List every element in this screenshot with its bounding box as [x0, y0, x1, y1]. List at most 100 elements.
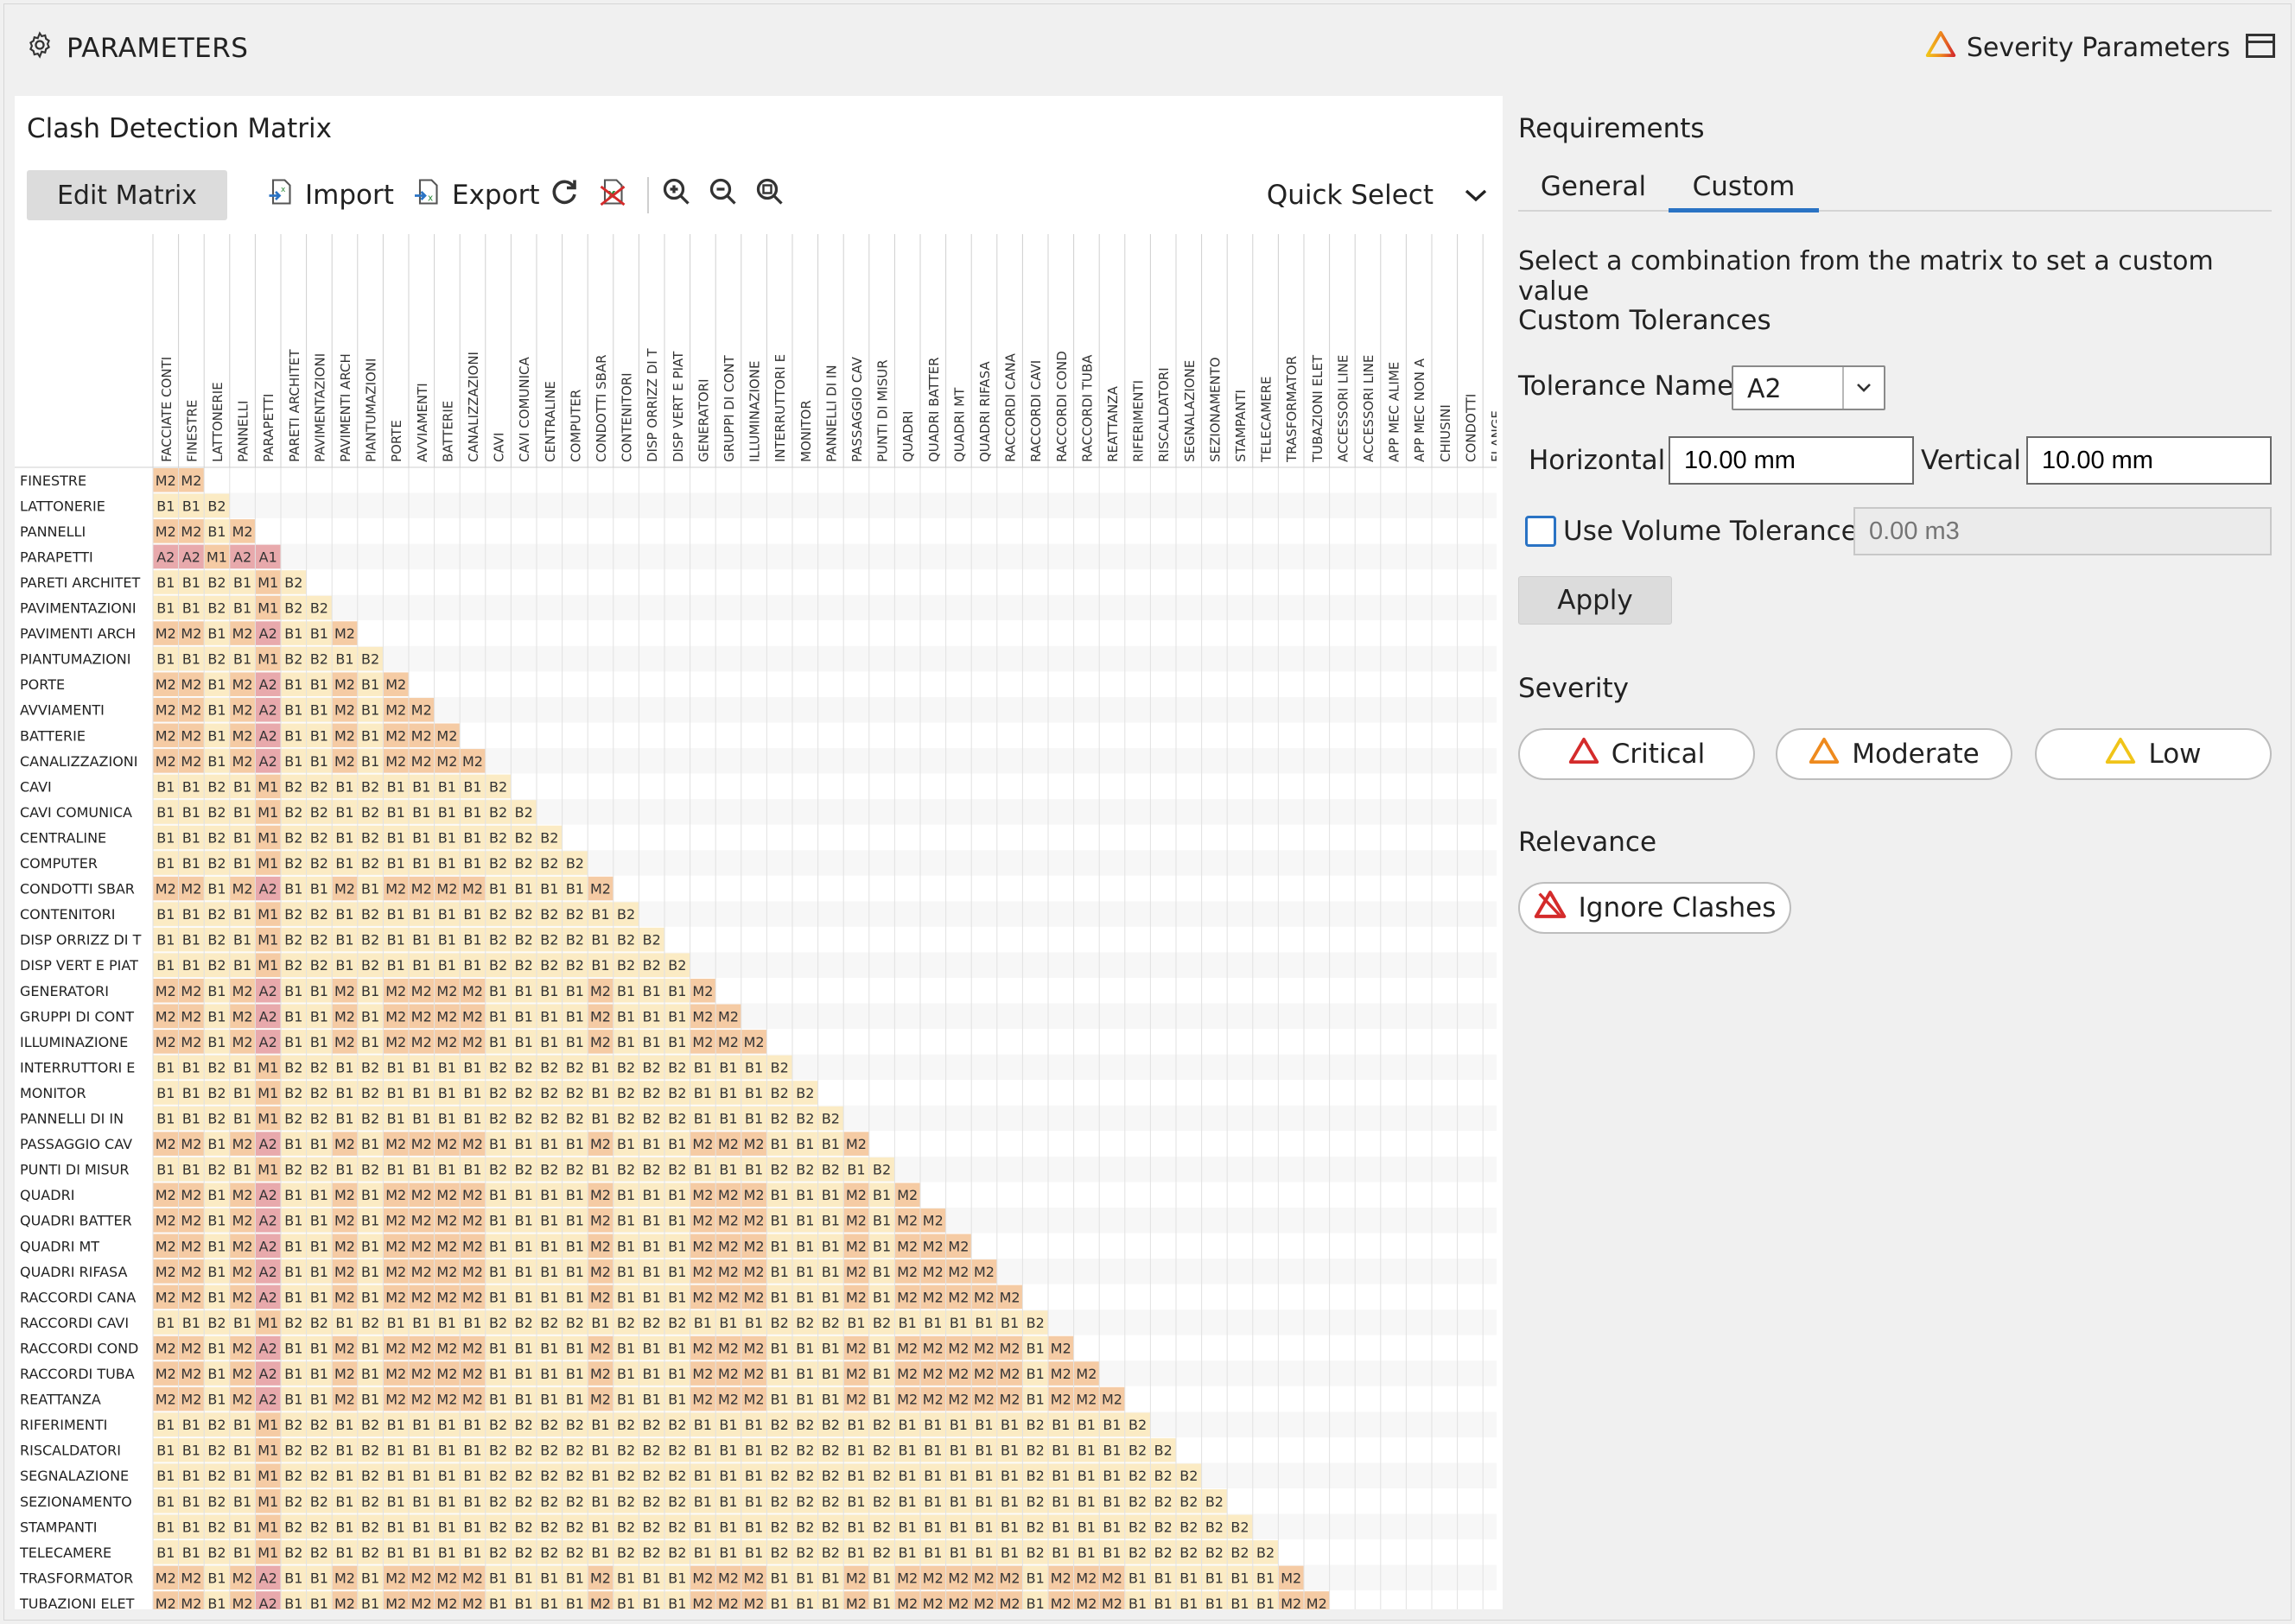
matrix-cell[interactable] — [204, 519, 230, 543]
matrix-cell[interactable] — [639, 1004, 664, 1029]
matrix-column-header[interactable]: GENERATORI — [696, 378, 711, 462]
matrix-cell[interactable] — [511, 927, 537, 952]
matrix-column-header[interactable]: RACCORDI COND — [1054, 351, 1070, 462]
matrix-cell[interactable] — [332, 876, 358, 901]
matrix-cell[interactable] — [229, 774, 256, 799]
matrix-cell[interactable] — [409, 800, 435, 824]
matrix-cell[interactable] — [357, 672, 384, 696]
matrix-cell[interactable] — [255, 1004, 281, 1029]
matrix-cell[interactable] — [178, 953, 205, 977]
matrix-cell[interactable] — [766, 1106, 792, 1131]
matrix-column-header[interactable]: CONDOTTI — [1463, 394, 1478, 462]
matrix-cell[interactable] — [383, 979, 409, 1003]
matrix-cell[interactable] — [562, 953, 588, 977]
matrix-cell[interactable] — [383, 1081, 409, 1105]
matrix-column-header[interactable]: TRASFORMATOR — [1284, 356, 1300, 463]
matrix-row-label[interactable]: PAVIMENTAZIONI — [20, 600, 137, 617]
matrix-cell[interactable] — [229, 953, 256, 977]
matrix-cell[interactable] — [434, 825, 461, 850]
matrix-cell[interactable] — [332, 749, 358, 773]
critical-button[interactable]: Critical — [1518, 728, 1755, 780]
matrix-cell[interactable] — [511, 1106, 537, 1131]
matrix-cell[interactable] — [332, 851, 358, 875]
matrix-row-label[interactable]: TELECAMERE — [19, 1545, 111, 1561]
horizontal-input[interactable] — [1669, 436, 1914, 485]
matrix-column-header[interactable]: MONITOR — [798, 400, 814, 462]
refresh-button[interactable] — [549, 170, 580, 220]
matrix-column-header[interactable]: PANNELLI — [236, 401, 251, 462]
matrix-cell[interactable] — [204, 825, 230, 850]
matrix-cell[interactable] — [204, 851, 230, 875]
import-button[interactable]: x Import — [265, 170, 394, 220]
matrix-cell[interactable] — [383, 1055, 409, 1080]
matrix-cell[interactable] — [460, 927, 486, 952]
matrix-cell[interactable] — [409, 774, 435, 799]
matrix-cell[interactable] — [229, 1055, 256, 1080]
matrix-cell[interactable] — [690, 1030, 716, 1054]
matrix-cell[interactable] — [306, 1030, 333, 1054]
matrix-cell[interactable] — [588, 876, 613, 901]
matrix-cell[interactable] — [383, 953, 409, 977]
matrix-cell[interactable] — [715, 1030, 741, 1054]
matrix-row-label[interactable]: RACCORDI CAVI — [20, 1315, 129, 1331]
matrix-cell[interactable] — [460, 825, 486, 850]
matrix-cell[interactable] — [255, 595, 281, 620]
matrix-cell[interactable] — [178, 800, 205, 824]
matrix-cell[interactable] — [434, 1081, 461, 1105]
matrix-row-label[interactable]: RACCORDI COND — [20, 1340, 138, 1356]
matrix-cell[interactable] — [229, 723, 256, 748]
matrix-cell[interactable] — [255, 800, 281, 824]
matrix-cell[interactable] — [255, 902, 281, 926]
matrix-cell[interactable] — [332, 723, 358, 748]
matrix-cell[interactable] — [178, 774, 205, 799]
matrix-row-label[interactable]: REATTANZA — [20, 1392, 101, 1408]
matrix-column-header[interactable]: QUADRI MT — [951, 387, 967, 462]
matrix-cell[interactable] — [306, 1081, 333, 1105]
matrix-cell[interactable] — [153, 493, 179, 518]
matrix-column-header[interactable]: INTERRUTTORI E — [772, 354, 788, 462]
tab-custom[interactable]: Custom — [1669, 165, 1819, 213]
matrix-cell[interactable] — [281, 979, 307, 1003]
matrix-cell[interactable] — [153, 544, 179, 569]
matrix-column-header[interactable]: QUADRI BATTER — [926, 357, 942, 462]
matrix-cell[interactable] — [434, 902, 461, 926]
matrix-cell[interactable] — [332, 1004, 358, 1029]
matrix-cell[interactable] — [383, 851, 409, 875]
matrix-cell[interactable] — [485, 851, 512, 875]
matrix-cell[interactable] — [485, 953, 512, 977]
matrix-cell[interactable] — [306, 902, 333, 926]
matrix-cell[interactable] — [153, 570, 179, 594]
matrix-cell[interactable] — [229, 1004, 256, 1029]
matrix-cell[interactable] — [562, 1106, 588, 1131]
matrix-cell[interactable] — [639, 953, 664, 977]
matrix-row-label[interactable]: GRUPPI DI CONT — [20, 1008, 134, 1025]
matrix-cell[interactable] — [588, 1030, 613, 1054]
matrix-cell[interactable] — [485, 825, 512, 850]
matrix-cell[interactable] — [306, 1106, 333, 1131]
matrix-cell[interactable] — [178, 672, 205, 696]
matrix-cell[interactable] — [409, 723, 435, 748]
matrix-cell[interactable] — [537, 902, 563, 926]
matrix-column-header[interactable]: BATTERIE — [440, 401, 455, 462]
matrix-cell[interactable] — [537, 1030, 563, 1054]
matrix-cell[interactable] — [485, 927, 512, 952]
matrix-cell[interactable] — [357, 1106, 384, 1131]
matrix-cell[interactable] — [613, 1030, 639, 1054]
matrix-cell[interactable] — [332, 1030, 358, 1054]
matrix-row-label[interactable]: SEGNALAZIONE — [20, 1468, 129, 1484]
matrix-cell[interactable] — [204, 1030, 230, 1054]
matrix-cell[interactable] — [178, 1081, 205, 1105]
matrix-cell[interactable] — [255, 544, 281, 569]
matrix-cell[interactable] — [281, 876, 307, 901]
matrix-cell[interactable] — [204, 749, 230, 773]
matrix-cell[interactable] — [383, 723, 409, 748]
matrix-column-header[interactable]: REATTANZA — [1105, 385, 1121, 462]
clear-matrix-button[interactable]: x — [597, 170, 628, 220]
matrix-cell[interactable] — [204, 927, 230, 952]
matrix-cell[interactable] — [409, 749, 435, 773]
matrix-cell[interactable] — [306, 749, 333, 773]
matrix-row-label[interactable]: ILLUMINAZIONE — [20, 1034, 128, 1050]
matrix-row-label[interactable]: QUADRI RIFASA — [20, 1264, 127, 1280]
matrix-cell[interactable] — [383, 825, 409, 850]
matrix-cell[interactable] — [306, 825, 333, 850]
